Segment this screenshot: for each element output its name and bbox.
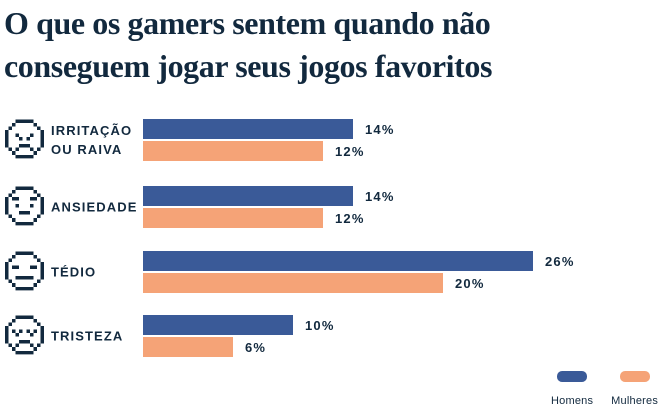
bar-group: 10% 6% xyxy=(143,315,335,359)
category-label: TRISTEZA xyxy=(51,328,124,344)
legend-label: Mulheres xyxy=(611,395,659,407)
bar-group: 14% 12% xyxy=(143,186,395,230)
chart-row: TÉDIO 26% 20% xyxy=(0,251,670,293)
bar-mulheres xyxy=(143,273,443,293)
legend-item-homens: Homens xyxy=(551,371,593,407)
bar-line: 14% xyxy=(143,119,395,139)
legend-swatch xyxy=(557,371,588,382)
bar-mulheres xyxy=(143,208,323,228)
legend-swatch xyxy=(619,371,650,382)
bar-mulheres xyxy=(143,141,323,161)
bar-line: 10% xyxy=(143,315,335,335)
legend: Homens Mulheres xyxy=(551,371,658,407)
angry-face-icon xyxy=(5,119,44,159)
chart-title: O que os gamers sentem quando não conseg… xyxy=(4,5,493,84)
bar-homens xyxy=(143,315,293,335)
worried-face-icon xyxy=(5,186,44,226)
bar-line: 12% xyxy=(143,208,395,228)
value-label: 26% xyxy=(545,253,575,269)
bar-mulheres xyxy=(143,337,233,357)
value-label: 12% xyxy=(335,143,365,159)
bar-group: 26% 20% xyxy=(143,251,575,295)
bar-homens xyxy=(143,251,533,271)
value-label: 6% xyxy=(245,339,267,355)
chart-row: ANSIEDADE 14% 12% xyxy=(0,186,670,228)
neutral-face-icon xyxy=(5,251,44,291)
legend-item-mulheres: Mulheres xyxy=(611,371,658,407)
legend-label: Homens xyxy=(551,395,594,407)
category-label: TÉDIO xyxy=(51,264,97,280)
value-label: 12% xyxy=(335,210,365,226)
bar-line: 20% xyxy=(143,273,575,293)
sad-face-icon xyxy=(5,315,44,355)
value-label: 20% xyxy=(455,275,485,291)
category-label: ANSIEDADE xyxy=(51,199,138,215)
bar-homens xyxy=(143,186,353,206)
bar-group: 14% 12% xyxy=(143,119,395,163)
bar-homens xyxy=(143,119,353,139)
value-label: 14% xyxy=(365,188,395,204)
chart-row: TRISTEZA 10% 6% xyxy=(0,315,670,357)
value-label: 10% xyxy=(305,317,335,333)
bar-line: 26% xyxy=(143,251,575,271)
bar-line: 6% xyxy=(143,337,335,357)
bar-line: 12% xyxy=(143,141,395,161)
bar-line: 14% xyxy=(143,186,395,206)
chart-row: IRRITAÇÃO OU RAIVA 14% 12% xyxy=(0,119,670,161)
value-label: 14% xyxy=(365,121,395,137)
category-label: IRRITAÇÃO OU RAIVA xyxy=(51,123,133,157)
